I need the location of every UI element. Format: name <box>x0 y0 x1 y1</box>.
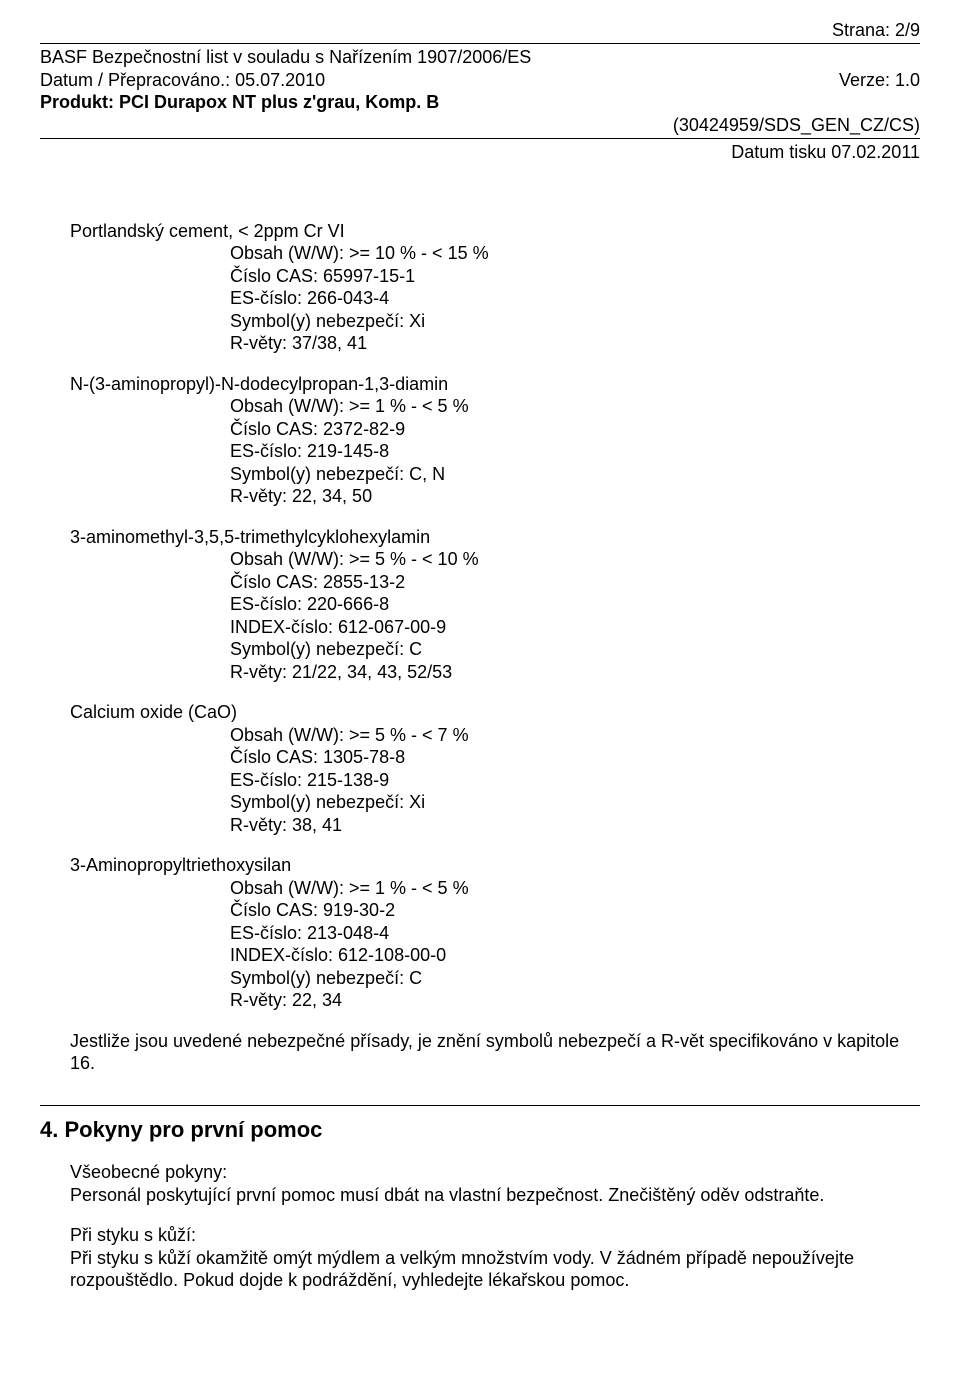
hazard-note: Jestliže jsou uvedené nebezpečné přísady… <box>70 1030 920 1075</box>
substance-line: Číslo CAS: 2855-13-2 <box>230 571 920 594</box>
substance-line: Obsah (W/W): >= 10 % - < 15 % <box>230 242 920 265</box>
substance-line: R-věty: 22, 34, 50 <box>230 485 920 508</box>
substance-block: 3-Aminopropyltriethoxysilan Obsah (W/W):… <box>70 854 920 1012</box>
substance-line: ES-číslo: 220-666-8 <box>230 593 920 616</box>
substance-block: Portlandský cement, < 2ppm Cr VI Obsah (… <box>70 220 920 355</box>
substance-line: INDEX-číslo: 612-067-00-9 <box>230 616 920 639</box>
substance-line: Symbol(y) nebezpečí: C <box>230 638 920 661</box>
substance-name: Portlandský cement, < 2ppm Cr VI <box>70 220 920 243</box>
substance-line: Číslo CAS: 2372-82-9 <box>230 418 920 441</box>
substance-line: Obsah (W/W): >= 5 % - < 7 % <box>230 724 920 747</box>
substance-line: R-věty: 21/22, 34, 43, 52/53 <box>230 661 920 684</box>
header-print-date: Datum tisku 07.02.2011 <box>40 141 920 164</box>
page-number: Strana: 2/9 <box>40 20 920 41</box>
substance-name: N-(3-aminopropyl)-N-dodecylpropan-1,3-di… <box>70 373 920 396</box>
substance-line: Číslo CAS: 919-30-2 <box>230 899 920 922</box>
substance-line: R-věty: 37/38, 41 <box>230 332 920 355</box>
substance-block: N-(3-aminopropyl)-N-dodecylpropan-1,3-di… <box>70 373 920 508</box>
header-line1: BASF Bezpečnostní list v souladu s Naříz… <box>40 46 531 69</box>
skin-label: Při styku s kůží: <box>70 1224 920 1247</box>
substance-line: Symbol(y) nebezpečí: Xi <box>230 791 920 814</box>
substance-line: ES-číslo: 215-138-9 <box>230 769 920 792</box>
substance-block: 3-aminomethyl-3,5,5-trimethylcyklohexyla… <box>70 526 920 684</box>
substance-line: R-věty: 38, 41 <box>230 814 920 837</box>
substance-line: Symbol(y) nebezpečí: C, N <box>230 463 920 486</box>
substance-line: R-věty: 22, 34 <box>230 989 920 1012</box>
section4-title: 4. Pokyny pro první pomoc <box>40 1116 920 1144</box>
substance-line: Symbol(y) nebezpečí: Xi <box>230 310 920 333</box>
substance-line: Obsah (W/W): >= 5 % - < 10 % <box>230 548 920 571</box>
header-date-left: Datum / Přepracováno.: 05.07.2010 <box>40 69 325 92</box>
substance-line: Číslo CAS: 65997-15-1 <box>230 265 920 288</box>
substance-line: Symbol(y) nebezpečí: C <box>230 967 920 990</box>
general-label: Všeobecné pokyny: <box>70 1161 920 1184</box>
substance-name: 3-Aminopropyltriethoxysilan <box>70 854 920 877</box>
substance-line: Obsah (W/W): >= 1 % - < 5 % <box>230 877 920 900</box>
substance-name: Calcium oxide (CaO) <box>70 701 920 724</box>
substance-name: 3-aminomethyl-3,5,5-trimethylcyklohexyla… <box>70 526 920 549</box>
substance-line: ES-číslo: 219-145-8 <box>230 440 920 463</box>
header-product: Produkt: PCI Durapox NT plus z'grau, Kom… <box>40 92 439 112</box>
header-version: Verze: 1.0 <box>839 69 920 92</box>
general-text: Personál poskytující první pomoc musí db… <box>70 1184 920 1207</box>
substance-line: INDEX-číslo: 612-108-00-0 <box>230 944 920 967</box>
skin-text: Při styku s kůží okamžitě omýt mýdlem a … <box>70 1247 920 1292</box>
document-header: Strana: 2/9 BASF Bezpečnostní list v sou… <box>40 20 920 164</box>
substance-line: ES-číslo: 213-048-4 <box>230 922 920 945</box>
substance-block: Calcium oxide (CaO) Obsah (W/W): >= 5 % … <box>70 701 920 836</box>
header-doc-code: (30424959/SDS_GEN_CZ/CS) <box>40 114 920 137</box>
substance-line: Obsah (W/W): >= 1 % - < 5 % <box>230 395 920 418</box>
substance-line: Číslo CAS: 1305-78-8 <box>230 746 920 769</box>
substance-line: ES-číslo: 266-043-4 <box>230 287 920 310</box>
